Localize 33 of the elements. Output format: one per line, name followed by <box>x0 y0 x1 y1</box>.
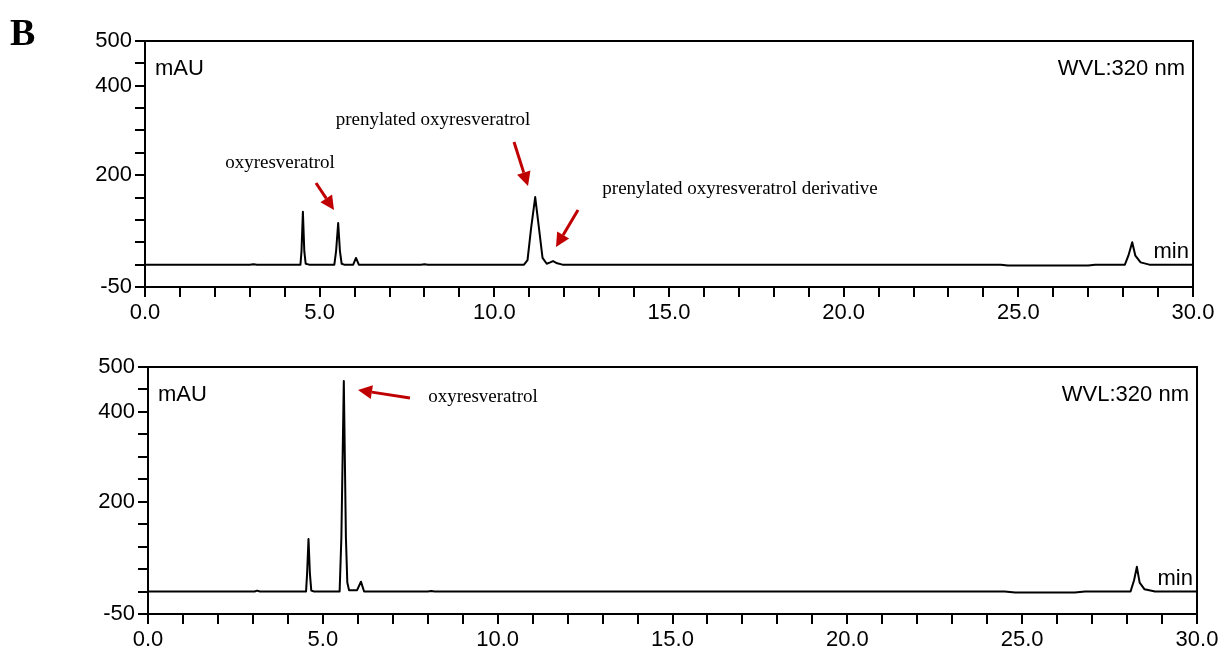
x-tick-label: 15.0 <box>647 299 691 325</box>
x-axis-title: min <box>1153 237 1189 263</box>
chart-title: B <box>10 11 36 53</box>
x-tick-label: 30.0 <box>1175 626 1219 652</box>
annotation: WVL:320 nm <box>1061 381 1189 407</box>
y-tick-label: 400 <box>98 397 135 423</box>
x-tick-label: 20.0 <box>825 626 869 652</box>
y-tick-label: -50 <box>103 600 135 626</box>
y-axis-title: mAU <box>155 55 204 81</box>
annotation: WVL:320 nm <box>1057 55 1185 81</box>
x-tick-label: 5.0 <box>307 626 339 652</box>
annotation: prenylated oxyresveratrol <box>335 107 531 129</box>
y-tick-label: -50 <box>100 273 132 299</box>
y-tick-label: 500 <box>98 353 135 379</box>
x-tick-label: 5.0 <box>304 299 335 325</box>
x-tick-label: 0.0 <box>129 299 161 325</box>
x-tick-label: 25.0 <box>996 299 1040 325</box>
y-tick-label: 200 <box>98 487 135 513</box>
x-tick-label: 10.0 <box>476 626 520 652</box>
y-tick-label: 400 <box>95 71 132 97</box>
x-tick-label: 10.0 <box>472 299 516 325</box>
y-axis-title: mAU <box>158 381 207 407</box>
annotation: oxyresveratrol <box>225 150 335 172</box>
x-tick-label: 20.0 <box>822 299 866 325</box>
y-tick-label: 500 <box>95 27 132 53</box>
x-axis-title: min <box>1157 564 1193 590</box>
x-tick-label: 25.0 <box>1000 626 1044 652</box>
annotation: oxyresveratrol <box>428 384 538 406</box>
x-tick-label: 30.0 <box>1171 299 1215 325</box>
x-tick-label: 15.0 <box>651 626 694 652</box>
y-tick-label: 200 <box>95 161 132 187</box>
x-tick-label: 0.0 <box>132 626 164 652</box>
annotation: prenylated oxyresveratrol derivative <box>602 176 878 198</box>
